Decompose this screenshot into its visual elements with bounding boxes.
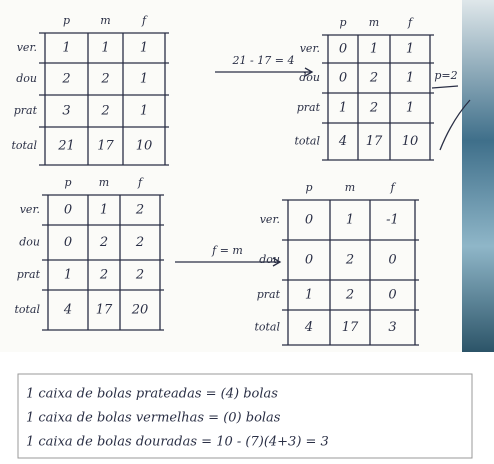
cell: 2 <box>345 253 354 268</box>
arrow-head <box>272 257 282 267</box>
pen-stroke <box>439 99 471 151</box>
column-header: f <box>137 176 144 189</box>
arrow-label: f = m <box>211 244 243 257</box>
column-header: f <box>407 16 414 29</box>
answer-line: 1 caixa de bolas prateadas = (4) bolas <box>26 387 278 402</box>
cell: 1 <box>370 42 378 57</box>
cell: 10 <box>402 134 419 149</box>
cell: 1 <box>101 41 109 56</box>
cell: 2 <box>135 268 144 283</box>
cell: 1 <box>346 213 354 228</box>
column-header: m <box>99 176 109 189</box>
cell: 0 <box>64 235 72 250</box>
cell: 1 <box>140 41 148 56</box>
cell: 2 <box>99 235 108 250</box>
cell: 1 <box>305 288 313 303</box>
answer-box <box>17 373 473 459</box>
cell: 2 <box>100 104 109 119</box>
cell: 1 <box>406 101 414 116</box>
cell: 17 <box>96 303 113 318</box>
row-label: total <box>294 135 320 148</box>
cell: 4 <box>338 134 347 149</box>
arrow-head <box>304 67 314 77</box>
row-label: total <box>11 139 37 152</box>
cell: 17 <box>342 320 359 335</box>
cell: 1 <box>140 72 148 87</box>
arrow <box>431 85 459 89</box>
column-header: p <box>339 16 346 29</box>
paper <box>0 0 494 352</box>
column-header: f <box>389 181 396 194</box>
cell: 1 <box>339 101 347 116</box>
cell: 2 <box>369 101 378 116</box>
cell: 2 <box>369 71 378 86</box>
cell: 2 <box>135 203 144 218</box>
row-label: prat <box>297 101 321 114</box>
cell: 1 <box>406 71 414 86</box>
column-header: m <box>100 14 110 27</box>
row-label: dou <box>16 72 37 85</box>
column-header: p <box>64 176 71 189</box>
row-label: ver. <box>300 42 320 55</box>
cell: 1 <box>406 42 414 57</box>
cell: 0 <box>305 253 313 268</box>
row-label: total <box>14 303 40 316</box>
cell: 2 <box>345 288 354 303</box>
column-header: p <box>63 14 70 27</box>
column-header: f <box>141 14 148 27</box>
cell: 0 <box>64 203 72 218</box>
cell: 2 <box>61 72 70 87</box>
row-label: ver. <box>260 213 280 226</box>
cell: 3 <box>388 320 396 335</box>
cell: 0 <box>388 288 396 303</box>
cell: 2 <box>100 72 109 87</box>
row-label: prat <box>14 104 38 117</box>
cell: 4 <box>304 320 313 335</box>
row-label: prat <box>257 288 281 301</box>
photo-strip <box>462 0 494 352</box>
cell: 17 <box>366 134 383 149</box>
answer-line: 1 caixa de bolas douradas = 10 - (7)(4+3… <box>26 435 329 450</box>
cell: 3 <box>62 104 70 119</box>
cell: 0 <box>339 42 347 57</box>
column-header: m <box>369 16 379 29</box>
column-header: p <box>305 181 312 194</box>
cell: 20 <box>131 303 149 318</box>
cell: 0 <box>339 71 347 86</box>
cell: 1 <box>140 104 148 119</box>
cell: 0 <box>305 213 313 228</box>
cell: -1 <box>386 213 399 228</box>
cell: 21 <box>57 139 75 154</box>
cell: 2 <box>99 268 108 283</box>
row-label: ver. <box>17 41 37 54</box>
column-header: m <box>345 181 355 194</box>
cell: 2 <box>135 235 144 250</box>
cell: 17 <box>97 139 114 154</box>
row-label: prat <box>17 268 41 281</box>
cell: 4 <box>63 303 72 318</box>
cell: 1 <box>100 203 108 218</box>
cell: 10 <box>136 139 153 154</box>
answer-line: 1 caixa de bolas vermelhas = (0) bolas <box>26 411 281 426</box>
row-label: dou <box>19 236 40 249</box>
row-label: dou <box>259 253 280 266</box>
arrow-label: 21 - 17 = 4 <box>232 54 295 67</box>
cell: 0 <box>388 253 396 268</box>
row-label: total <box>254 321 280 334</box>
side-note: p=2 <box>434 69 457 82</box>
row-label: ver. <box>20 203 40 216</box>
cell: 1 <box>64 268 72 283</box>
row-label: dou <box>299 71 320 84</box>
cell: 1 <box>62 41 70 56</box>
